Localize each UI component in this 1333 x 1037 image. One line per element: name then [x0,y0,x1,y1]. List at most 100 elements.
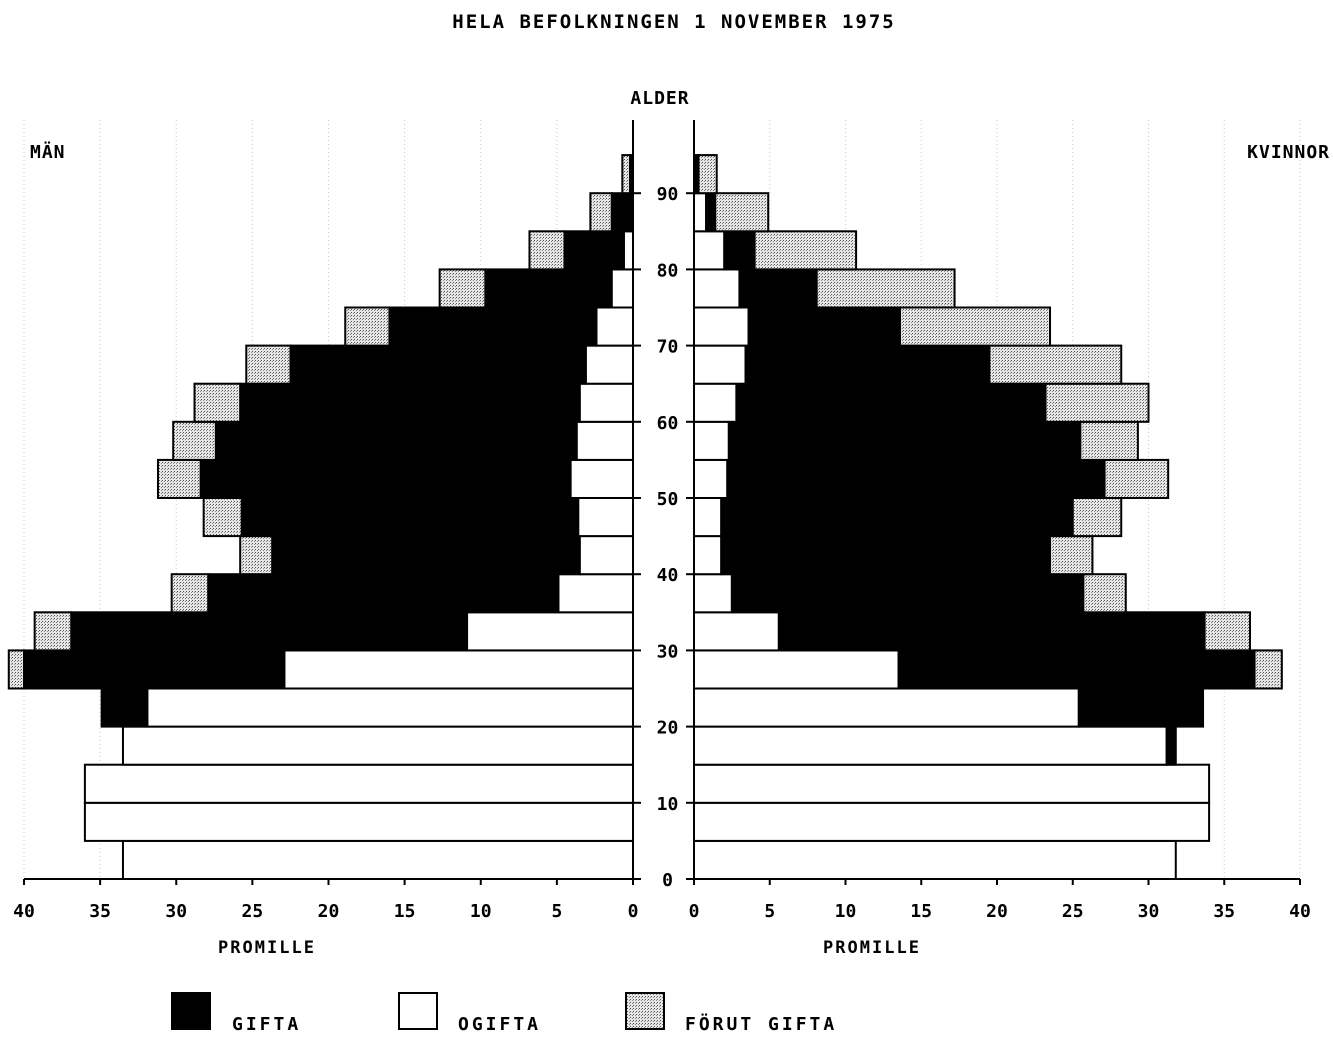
y-tick-label-80: 80 [657,260,679,281]
bar-men-ogifta-0-4 [121,839,635,881]
bar-women-ogifta-5-9 [693,801,1211,842]
x-tick-label-women-20: 20 [986,901,1008,922]
bar-men-forut-gifta-30-34 [33,611,73,652]
bar-men-ogifta-50-54 [569,458,635,499]
bar-women-gifta-20-24 [1077,687,1205,728]
bar-men-ogifta-30-34 [466,611,634,652]
y-tick-label-30: 30 [657,641,679,662]
bar-men-gifta-20-24 [100,687,149,728]
bar-men-forut-gifta-45-49 [202,497,243,538]
bar-men-gifta-45-49 [240,497,580,538]
bar-women-forut-gifta-90-94 [697,154,718,195]
bar-men-ogifta-10-14 [83,763,634,804]
bar-women-gifta-40-44 [720,535,1052,576]
bar-women-ogifta-70-74 [693,306,750,347]
x-tick-label-women-10: 10 [835,901,857,922]
x-axis-label-men: PROMILLE [218,938,316,958]
bar-men-gifta-30-34 [70,611,469,652]
bar-men-ogifta-65-69 [584,344,634,385]
bar-women-gifta-25-29 [897,649,1256,690]
x-axis-label-women: PROMILLE [823,938,921,958]
bar-men-gifta-70-74 [388,306,598,347]
bar-women-forut-gifta-75-79 [815,268,956,309]
legend: GIFTA OGIFTA FÖRUT GIFTA [171,992,837,1035]
y-tick-label-50: 50 [657,489,679,510]
legend-swatch-gifta [171,992,211,1030]
bar-men-ogifta-45-49 [577,497,635,538]
x-tick-label-men-40: 40 [13,901,35,922]
bar-men-forut-gifta-55-59 [172,420,217,461]
bar-women-gifta-15-19 [1165,725,1177,766]
bar-women-gifta-55-59 [727,420,1082,461]
bar-women-forut-gifta-50-54 [1103,458,1170,499]
bar-men-ogifta-55-59 [575,420,634,461]
x-tick-label-women-35: 35 [1213,901,1235,922]
bar-women-forut-gifta-55-59 [1079,420,1139,461]
legend-swatch-ogifta [398,992,438,1030]
bar-women-ogifta-25-29 [693,649,900,690]
y-tick-label-20: 20 [657,718,679,739]
bars [7,154,1283,881]
men-label: MÄN [30,141,66,163]
y-tick-label-40: 40 [657,565,679,586]
bar-women-ogifta-60-64 [693,382,738,423]
bar-women-ogifta-65-69 [693,344,747,385]
legend-label-ogifta: OGIFTA [458,1014,541,1035]
x-tick-label-men-10: 10 [470,901,492,922]
bar-men-gifta-35-39 [207,573,560,614]
legend-label-forut-gifta: FÖRUT GIFTA [685,1013,837,1035]
bar-women-gifta-80-84 [723,230,756,271]
x-tick-label-women-5: 5 [764,901,775,922]
bar-women-forut-gifta-60-64 [1044,382,1150,423]
bar-men-ogifta-35-39 [557,573,635,614]
bar-women-ogifta-85-89 [693,192,708,233]
bar-men-ogifta-25-29 [283,649,634,690]
bar-women-forut-gifta-30-34 [1203,611,1252,652]
bar-women-gifta-35-39 [730,573,1085,614]
legend-label-gifta: GIFTA [232,1014,301,1035]
bar-men-gifta-40-44 [271,535,581,576]
bar-men-forut-gifta-70-74 [344,306,391,347]
bar-men-forut-gifta-40-44 [239,535,274,576]
bar-men-ogifta-70-74 [595,306,635,347]
bar-men-gifta-55-59 [214,420,578,461]
bar-men-gifta-25-29 [23,649,286,690]
bar-men-ogifta-80-84 [622,230,634,271]
bar-women-gifta-45-49 [720,497,1074,538]
bar-women-gifta-50-54 [726,458,1106,499]
bar-women-gifta-85-89 [705,192,717,233]
x-tick-label-men-25: 25 [242,901,264,922]
bar-men-forut-gifta-60-64 [193,382,242,423]
x-tick-label-men-0: 0 [628,901,639,922]
bar-women-forut-gifta-40-44 [1049,535,1094,576]
bar-women-gifta-30-34 [777,611,1206,652]
bar-women-forut-gifta-80-84 [753,230,858,271]
bar-women-ogifta-75-79 [693,268,741,309]
bar-women-forut-gifta-45-49 [1071,497,1123,538]
bar-women-ogifta-45-49 [693,497,723,538]
bar-men-forut-gifta-85-89 [589,192,613,233]
bar-women-ogifta-15-19 [693,725,1168,766]
x-tick-label-men-5: 5 [551,901,562,922]
bar-men-ogifta-60-64 [578,382,635,423]
x-tick-label-women-25: 25 [1062,901,1084,922]
bar-men-forut-gifta-65-69 [245,344,292,385]
y-tick-label-90: 90 [657,184,679,205]
bar-men-forut-gifta-25-29 [7,649,25,690]
bar-women-gifta-75-79 [738,268,818,309]
bar-women-ogifta-30-34 [693,611,780,652]
bar-women-ogifta-55-59 [693,420,730,461]
x-tick-label-women-15: 15 [910,901,932,922]
bar-men-gifta-80-84 [563,230,625,271]
bar-women-gifta-65-69 [744,344,991,385]
bar-women-forut-gifta-25-29 [1253,649,1283,690]
bar-women-forut-gifta-35-39 [1082,573,1127,614]
bar-men-gifta-60-64 [239,382,581,423]
bar-women-forut-gifta-70-74 [899,306,1052,347]
chart-title: HELA BEFOLKNINGEN 1 NOVEMBER 1975 [452,11,896,33]
bar-women-ogifta-35-39 [693,573,733,614]
bar-men-gifta-75-79 [484,268,613,309]
bar-women-ogifta-40-44 [693,535,723,576]
